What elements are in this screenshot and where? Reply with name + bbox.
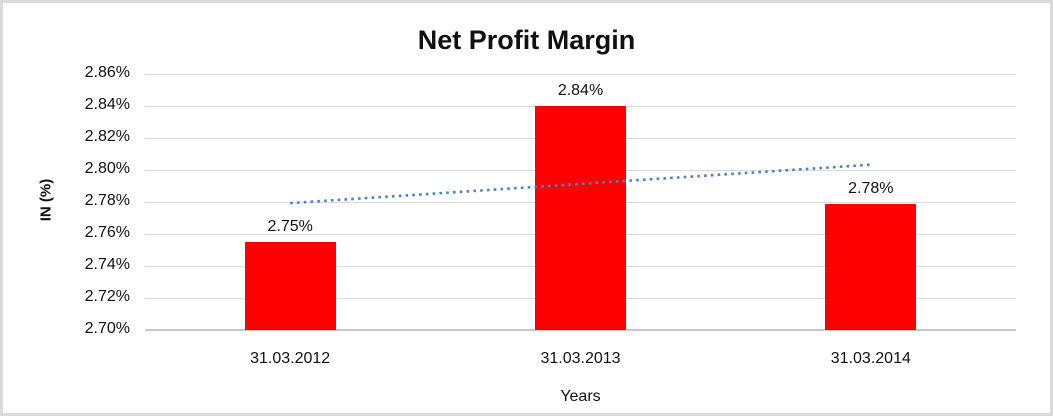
y-tick-label: 2.70% — [84, 320, 130, 337]
x-axis-title: Years — [560, 388, 601, 405]
x-tick-label: 31.03.2013 — [540, 350, 621, 367]
x-tick-label: 31.03.2012 — [250, 350, 331, 367]
bar — [535, 106, 626, 330]
plot-area: 2.75% 2.84% 2.78% — [145, 74, 1016, 331]
gridline — [145, 329, 1016, 331]
y-tick-label: 2.74% — [84, 256, 130, 273]
bar — [244, 242, 336, 330]
gridline — [145, 74, 1016, 75]
bar-data-label: 2.78% — [848, 179, 894, 197]
bar-data-label: 2.84% — [557, 82, 604, 99]
chart-title: Net Profit Margin — [417, 25, 636, 55]
bar — [825, 203, 917, 330]
x-tick-label: 31.03.2014 — [830, 350, 911, 367]
trendline — [290, 163, 871, 205]
y-tick-label: 2.72% — [84, 288, 130, 305]
y-axis-title: IN (%) — [37, 178, 55, 222]
y-tick-label: 2.82% — [84, 128, 130, 145]
trendline-path — [290, 163, 871, 205]
y-tick-label: 2.86% — [84, 64, 130, 81]
y-tick-label: 2.76% — [84, 224, 130, 241]
y-tick-label: 2.80% — [84, 160, 130, 177]
bar-data-label: 2.75% — [267, 218, 313, 235]
y-tick-label: 2.78% — [84, 192, 130, 209]
y-tick-label: 2.84% — [84, 96, 130, 113]
